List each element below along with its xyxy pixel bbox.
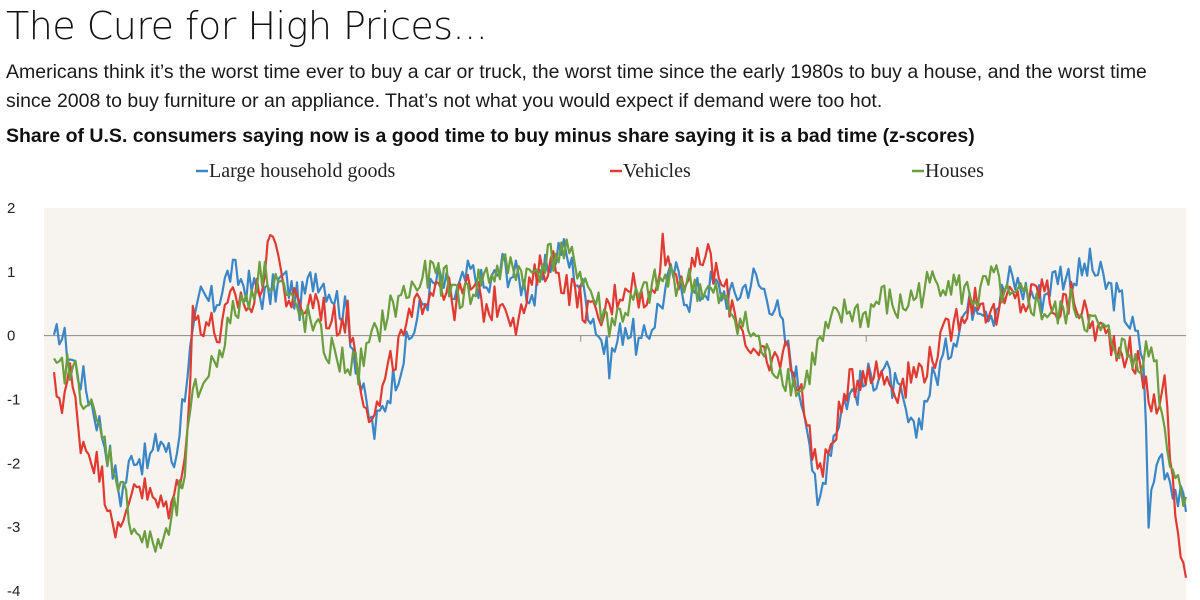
legend-item: Large household goods <box>196 160 395 182</box>
legend-label: Houses <box>925 160 984 182</box>
axis-layer: 2 1 0 -1 -2 -3 -4 <box>7 200 1186 600</box>
y-tick-label: 2 <box>7 200 15 217</box>
y-tick-label: -1 <box>7 392 20 409</box>
legend-label: Large household goods <box>209 160 395 182</box>
page-subtitle: Americans think it’s the worst time ever… <box>6 61 1147 112</box>
series-line-houses <box>53 238 1188 553</box>
y-tick-label: -4 <box>7 583 20 600</box>
legend-label: Vehicles <box>623 160 691 182</box>
legend-item: Houses <box>912 160 984 182</box>
series-line-large-household-goods <box>52 238 1188 529</box>
y-tick-label: 1 <box>7 264 15 281</box>
plot-area <box>44 208 1186 600</box>
chart-heading: Share of U.S. consumers saying now is a … <box>6 125 975 147</box>
y-tick-label: -2 <box>7 455 20 472</box>
y-tick-label: -3 <box>7 519 20 536</box>
legend: Large household goods Vehicles Houses <box>196 160 984 182</box>
legend-item: Vehicles <box>610 160 691 182</box>
series-layer <box>52 232 1188 578</box>
y-tick-label: 0 <box>7 328 15 345</box>
page-title: The Cure for High Prices... <box>6 4 488 48</box>
